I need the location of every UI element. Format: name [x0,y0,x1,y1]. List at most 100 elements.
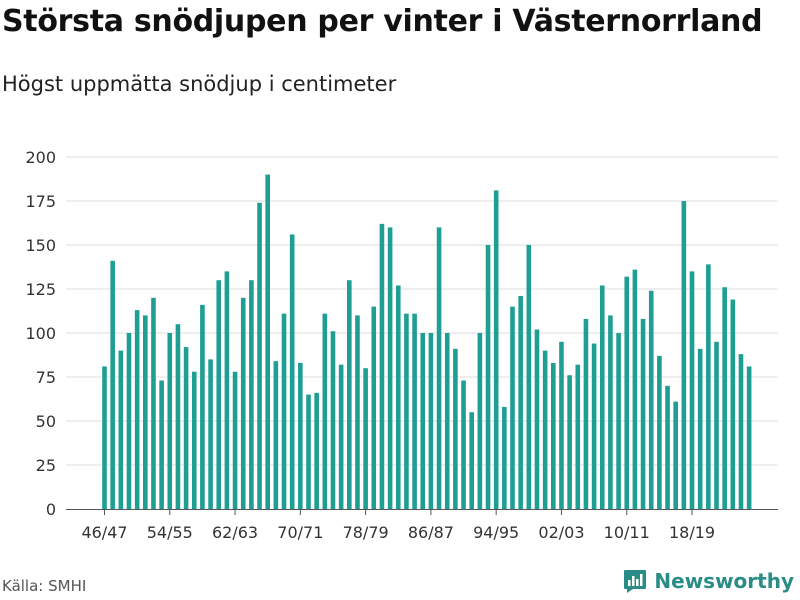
bar-83/84 [404,313,409,509]
y-tick-label: 200 [25,148,56,167]
bar-54/55 [167,333,173,509]
bar-14/15 [657,355,662,509]
bar-82/83 [395,285,401,509]
bar-16/17 [673,401,678,509]
y-tick-label: 25 [36,456,56,475]
bar-63/64 [240,297,246,509]
bar-08/09 [608,315,613,509]
y-tick-label: 100 [25,324,56,343]
bar-20/21 [706,264,711,509]
x-tick-label: 18/19 [669,523,715,542]
bar-84/85 [412,313,417,509]
bar-06/07 [591,343,597,509]
bar-78/79 [363,368,368,509]
bar-10/11 [624,276,630,509]
bar-05/06 [583,318,589,509]
bar-98/99 [526,245,532,509]
x-tick-label: 86/87 [408,523,454,542]
y-tick-label: 125 [25,280,56,299]
x-tick-label: 78/79 [343,523,389,542]
bar-66/67 [265,174,270,509]
bar-99/00 [534,329,540,509]
bar-56/57 [183,347,189,509]
y-tick-label: 175 [25,192,56,211]
bar-72/73 [314,392,319,509]
chart-title: Största snödjupen per vinter i Västernor… [2,4,763,39]
bar-12/13 [640,318,646,509]
x-tick-label: 70/71 [277,523,323,542]
bar-81/82 [387,227,393,509]
bar-19/20 [697,348,703,509]
bar-94/95 [493,190,499,509]
bar-93/94 [485,245,491,509]
y-tick-label: 75 [36,368,56,387]
x-tick-label: 94/95 [473,523,519,542]
bar-07/08 [599,285,605,509]
bar-75/76 [338,364,344,509]
bar-52/53 [151,297,156,509]
bar-22/23 [722,287,727,509]
bar-70/71 [298,362,303,509]
x-tick-label: 02/03 [538,523,584,542]
bar-48/49 [118,350,124,509]
x-tick-label: 54/55 [147,523,193,542]
bar-80/81 [379,223,385,509]
bar-73/74 [322,313,328,509]
bar-91/92 [469,412,474,509]
bar-23/24 [730,299,736,509]
bar-67/68 [273,361,279,509]
bar-15/16 [665,385,670,509]
x-tick-label: 62/63 [212,523,258,542]
source-note: Källa: SMHI [2,577,87,595]
bar-96/97 [510,306,515,509]
x-tick-label: 10/11 [604,523,650,542]
bar-85/86 [420,333,426,509]
bar-69/70 [289,234,295,509]
bar-04/05 [575,364,581,509]
bar-undefined [746,366,752,509]
bar-46/47 [102,366,107,509]
y-tick-label: 50 [36,412,56,431]
bar-13/14 [648,290,654,509]
bar-62/63 [232,371,238,509]
bar-50/51 [134,310,140,509]
bar-21/22 [714,341,719,509]
y-tick-label: 0 [46,500,56,519]
bar-95/96 [502,406,507,509]
bar-18/19 [689,271,695,509]
bar-61/62 [224,271,230,509]
bar-01/02 [551,362,556,509]
bar-71/72 [306,394,311,509]
bar-59/60 [208,359,213,509]
bar-88/89 [444,333,450,509]
bar-09/10 [616,333,621,509]
bar-89/90 [453,348,458,509]
chart-subtitle: Högst uppmätta snödjup i centimeter [2,72,397,96]
bar-90/91 [461,380,466,509]
bar-51/52 [143,315,148,509]
bar-68/69 [281,313,287,509]
bar-60/61 [216,280,222,509]
bar-77/78 [355,315,360,509]
newsworthy-logo-icon [624,570,647,593]
bar-series [102,174,752,509]
bar-02/03 [559,341,564,509]
bar-92/93 [477,333,483,509]
bar-97/98 [518,296,523,509]
bar-11/12 [632,269,638,509]
bar-49/50 [126,333,132,509]
bar-79/80 [371,306,377,509]
y-tick-label: 150 [25,236,56,255]
bar-74/75 [330,331,336,509]
bar-76/77 [347,280,352,509]
bar-87/88 [436,227,442,509]
bar-55/56 [175,324,181,509]
bar-65/66 [257,202,262,509]
bar-86/87 [428,333,434,509]
brand-logo[interactable]: Newsworthy [622,568,794,594]
brand-name: Newsworthy [654,569,794,593]
bar-17/18 [681,201,687,509]
bar-57/58 [191,371,197,509]
bar-53/54 [159,380,164,509]
